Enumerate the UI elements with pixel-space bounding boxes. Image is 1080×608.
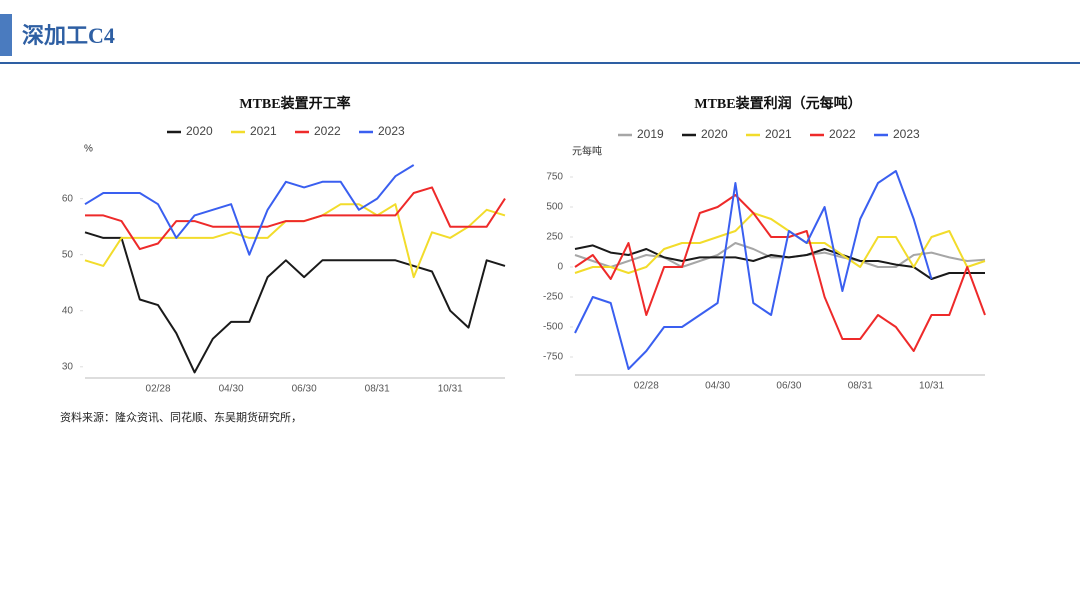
y-tick-label: 250	[546, 232, 563, 243]
series-line	[574, 170, 933, 370]
legend-label: 2021	[765, 127, 792, 141]
header-accent	[0, 14, 12, 56]
y-tick-label: 500	[546, 202, 563, 213]
legend-label: 2022	[829, 127, 856, 141]
series-line	[574, 244, 985, 280]
series-line	[574, 242, 986, 268]
x-tick-label: 02/28	[634, 381, 659, 392]
y-axis-label: %	[84, 144, 93, 155]
legend-label: 2019	[637, 127, 664, 141]
legend-label: 2020	[701, 127, 728, 141]
x-tick-label: 04/30	[705, 381, 730, 392]
x-tick-label: 02/28	[146, 384, 171, 395]
legend-label: 2022	[314, 124, 341, 138]
y-tick-label: 0	[557, 262, 563, 273]
x-tick-label: 04/30	[219, 384, 244, 395]
y-tick-label: -500	[543, 322, 563, 333]
series-line	[574, 212, 986, 274]
series-line	[84, 203, 506, 279]
y-tick-label: -750	[543, 352, 563, 363]
legend-label: 2020	[186, 124, 213, 138]
x-tick-label: 08/31	[365, 384, 390, 395]
x-tick-label: 10/31	[438, 384, 463, 395]
series-line	[84, 164, 415, 256]
x-tick-label: 06/30	[292, 384, 317, 395]
y-tick-label: -250	[543, 292, 563, 303]
chart-title: MTBE装置开工率	[239, 95, 350, 112]
series-line	[574, 194, 986, 352]
y-tick-label: 50	[62, 249, 74, 260]
legend-label: 2021	[250, 124, 277, 138]
y-tick-label: 40	[62, 305, 74, 316]
y-tick-label: 30	[62, 361, 74, 372]
x-tick-label: 06/30	[776, 381, 801, 392]
chart-title: MTBE装置利润（元每吨）	[694, 95, 861, 112]
y-axis-label: 元每吨	[572, 145, 602, 158]
legend-label: 2023	[378, 124, 405, 138]
y-tick-label: 750	[546, 172, 563, 183]
y-tick-label: 60	[62, 193, 74, 204]
source-note: 资料来源：隆众资讯、同花顺、东吴期货研究所，	[60, 410, 302, 424]
header-title: 深加工C4	[22, 23, 115, 48]
x-tick-label: 08/31	[848, 381, 873, 392]
x-tick-label: 10/31	[919, 381, 944, 392]
series-line	[84, 231, 506, 374]
legend-label: 2023	[893, 127, 920, 141]
series-line	[85, 186, 506, 251]
